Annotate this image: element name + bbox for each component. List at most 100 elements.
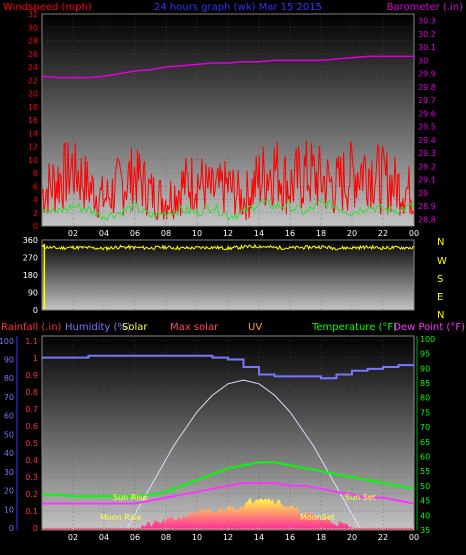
x-tick-label: 16 — [285, 533, 295, 542]
x-tick-label: 00 — [409, 533, 419, 542]
compass-letter: S — [437, 274, 443, 285]
windspeed-tick-label: 18 — [28, 103, 38, 112]
dew-point-label: Dew Point (°F) — [393, 322, 465, 333]
humidity-tick-label: 20 — [4, 487, 14, 496]
compass-letter: N — [437, 237, 444, 248]
compass-letter: E — [437, 292, 443, 303]
barometer-tick-label: 29.7 — [418, 96, 436, 105]
windspeed-tick-label: 20 — [28, 90, 38, 99]
dew-point-line — [42, 482, 415, 505]
barometer-tick-label: 28.8 — [418, 215, 436, 224]
x-tick-label: 10 — [192, 229, 202, 238]
windspeed-tick-label: 24 — [28, 63, 38, 72]
rainfall-tick-label: 0.6 — [25, 422, 38, 431]
x-tick-label: 02 — [68, 533, 78, 542]
solar-label: Solar — [122, 322, 148, 333]
barometer-tick-label: 30.3 — [418, 17, 436, 26]
rainfall-tick-label: 0.2 — [25, 490, 38, 499]
humidity-line — [42, 354, 414, 380]
windspeed-tick-label: 4 — [33, 196, 38, 205]
humidity-tick-label: 80 — [4, 374, 14, 383]
compass-letter: N — [437, 310, 444, 321]
temperature-tick-label: 85 — [420, 379, 430, 388]
humidity-tick-label: 40 — [4, 449, 14, 458]
barometer-tick-label: 30 — [418, 56, 428, 65]
x-tick-label: 00 — [409, 229, 419, 238]
rainfall-tick-label: 0.3 — [25, 473, 38, 482]
solar-area — [135, 497, 352, 528]
moon-rise-annotation: Moon Rise — [100, 513, 141, 522]
temperature-tick-label: 90 — [420, 364, 430, 373]
barometer-tick-label: 30.1 — [418, 43, 436, 52]
x-tick-label: 18 — [316, 229, 326, 238]
barometer-tick-label: 29.4 — [418, 136, 436, 145]
panel-1-content: 02 4 6 8 10 12 14 16 18 20 22 24 26 28 30 32 28.8 28.9 29 2… — [28, 10, 436, 238]
barometer-tick-label: 28.9 — [418, 202, 436, 211]
max-solar-label: Max solar — [170, 322, 219, 333]
windspeed-tick-label: 26 — [28, 50, 38, 59]
temperature-tick-label: 45 — [420, 497, 430, 506]
wind-dir-tick-label: 360 — [23, 236, 38, 245]
windspeed-tick-label: 8 — [33, 169, 38, 178]
temperature-label: Temperature (°F) — [311, 322, 397, 333]
chart-title: 24 hours graph (wk) Mar 15 2015 — [154, 2, 322, 13]
windspeed-tick-label: 22 — [28, 76, 38, 85]
barometer-tick-label: 29.5 — [418, 123, 436, 132]
humidity-tick-label: 30 — [4, 468, 14, 477]
windspeed-tick-label: 14 — [28, 129, 38, 138]
rainfall-tick-label: 1 — [33, 354, 38, 363]
temperature-tick-label: 50 — [420, 482, 430, 491]
windspeed-tick-label: 12 — [28, 143, 38, 152]
barometer-tick-label: 29 — [418, 189, 428, 198]
humidity-tick-label: 50 — [4, 430, 14, 439]
rainfall-tick-label: 0.8 — [25, 388, 38, 397]
humidity-tick-label: 10 — [4, 505, 14, 514]
temperature-line — [42, 461, 415, 498]
rainfall-label: Rainfall (.in) — [1, 322, 62, 333]
humidity-label: Humidity (%) — [65, 322, 131, 333]
humidity-tick-label: 90 — [4, 356, 14, 365]
temperature-tick-label: 75 — [420, 408, 430, 417]
temperature-tick-label: 65 — [420, 438, 430, 447]
uv-label: UV — [248, 322, 262, 333]
barometer-tick-label: 29.8 — [418, 83, 436, 92]
wind-dir-tick-label: 0 — [33, 306, 38, 315]
windspeed-line — [41, 140, 415, 221]
x-tick-label: 06 — [130, 229, 140, 238]
windspeed-axis-label: Windspeed (mph) — [3, 2, 92, 13]
panel-2-plot — [41, 239, 415, 311]
windspeed-tick-label: 16 — [28, 116, 38, 125]
x-tick-label: 20 — [347, 533, 357, 542]
x-tick-label: 12 — [223, 229, 233, 238]
windspeed-tick-label: 0 — [33, 222, 38, 231]
rainfall-tick-label: 0.4 — [25, 456, 38, 465]
wind-dir-tick-label: 270 — [23, 254, 38, 263]
temperature-tick-label: 35 — [420, 526, 430, 535]
temperature-tick-label: 55 — [420, 467, 430, 476]
x-tick-label: 22 — [378, 229, 388, 238]
windspeed-tick-label: 28 — [28, 37, 38, 46]
gust-line — [41, 198, 415, 222]
windspeed-tick-label: 6 — [33, 182, 38, 191]
barometer-tick-label: 29.6 — [418, 109, 436, 118]
rainfall-tick-label: 0.1 — [25, 507, 38, 516]
rainfall-tick-label: 1.1 — [25, 337, 38, 346]
max-solar-curve — [126, 379, 361, 529]
temperature-tick-label: 60 — [420, 453, 430, 462]
windspeed-tick-label: 32 — [28, 10, 38, 19]
wind-dir-tick-label: 180 — [23, 271, 38, 280]
temperature-tick-label: 100 — [420, 335, 435, 344]
humidity-tick-label: 0 — [9, 524, 14, 533]
temperature-tick-label: 70 — [420, 423, 430, 432]
temperature-tick-label: 80 — [420, 394, 430, 403]
sun-set-annotation: Sun Set — [345, 493, 376, 502]
x-tick-label: 04 — [99, 533, 109, 542]
barometer-tick-label: 29.9 — [418, 70, 436, 79]
x-tick-label: 02 — [68, 229, 78, 238]
compass-letter: W — [437, 256, 447, 267]
panel-3-content: 010203040506070809010000.10.20.30.40.50.… — [0, 335, 435, 542]
humidity-tick-label: 100 — [0, 337, 14, 346]
temperature-tick-label: 95 — [420, 350, 430, 359]
humidity-tick-label: 60 — [4, 412, 14, 421]
